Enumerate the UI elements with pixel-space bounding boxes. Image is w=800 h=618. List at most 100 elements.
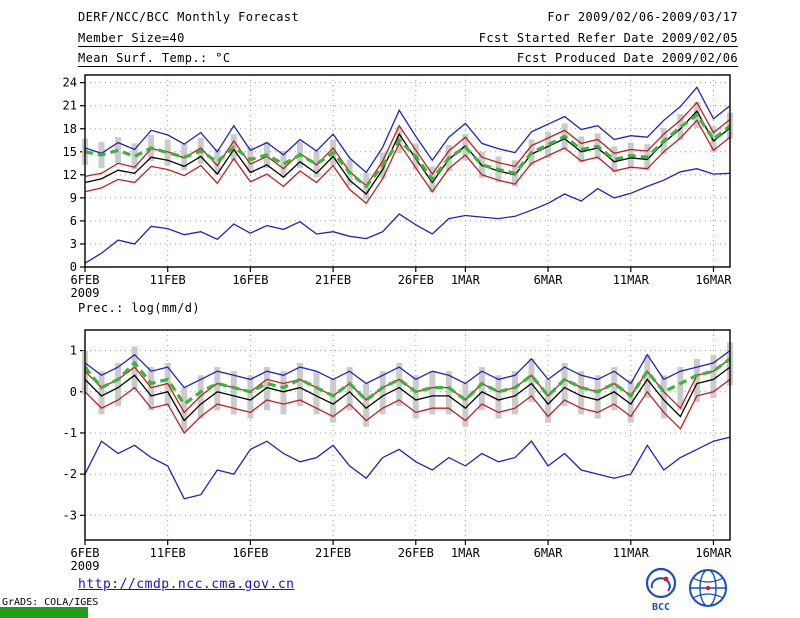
x-tick-sublabel: 2009: [71, 559, 100, 573]
spread-bar: [98, 371, 105, 415]
bcc-logo-swirl: [650, 577, 671, 592]
spread-bar: [727, 112, 733, 139]
spread-bar: [594, 133, 601, 160]
spread-bar: [148, 367, 155, 411]
plot-border: [84, 74, 731, 268]
fcst-produced-label: Fcst Produced Date 2009/02/06: [516, 51, 738, 65]
spread-bar: [445, 144, 452, 171]
y-tick-label: 1: [70, 344, 77, 358]
header-divider-1: [78, 46, 738, 47]
spread-bar: [495, 156, 502, 183]
spread-bar: [214, 367, 221, 411]
x-tick-label: 26FEB: [398, 273, 434, 287]
spread-bar: [528, 358, 535, 403]
y-tick-label: -2: [63, 467, 77, 481]
temp-series-blue-upper: [84, 86, 731, 174]
spread-bar: [545, 379, 552, 423]
ncc-logo-icon: [689, 569, 727, 607]
temp-series-black-mid: [84, 110, 731, 195]
y-tick-label: 3: [70, 237, 77, 251]
y-tick-label: 0: [70, 260, 77, 274]
y-tick-label: -3: [63, 508, 77, 522]
spread-bar: [115, 137, 122, 164]
x-tick-label: 1MAR: [451, 273, 481, 287]
spread-bar: [660, 375, 667, 419]
spread-bar: [181, 387, 188, 431]
spread-bar: [363, 383, 370, 427]
spread-bar: [429, 371, 436, 415]
spread-bar: [131, 143, 138, 170]
x-tick-label: 16FEB: [232, 273, 268, 287]
spread-bar: [247, 375, 254, 419]
temp-series-red-lower: [84, 119, 731, 205]
spread-bar: [677, 367, 684, 411]
temp-series-green-dashed: [84, 112, 732, 189]
spread-bar: [263, 367, 270, 411]
y-tick-label: 15: [63, 145, 77, 159]
spread-bar: [512, 160, 518, 187]
spread-bar: [578, 371, 585, 415]
grads-green-strip: [0, 607, 88, 618]
spread-bar: [82, 138, 88, 165]
prec-series-red-lower: [84, 378, 731, 434]
y-tick-label: 24: [63, 76, 77, 90]
spread-bar: [693, 358, 700, 403]
spread-bar: [396, 127, 403, 154]
header-divider-2: [78, 66, 738, 67]
x-tick-sublabel: 2009: [71, 286, 100, 300]
spread-bar: [280, 371, 287, 415]
spread-bar: [611, 146, 618, 173]
spread-bar: [379, 371, 386, 415]
spread-bar: [528, 139, 535, 166]
spread-bar: [164, 139, 171, 166]
plot-border: [84, 329, 731, 541]
spread-bar: [82, 350, 88, 394]
prec-series-green-dashed: [83, 357, 731, 407]
spread-bar: [263, 141, 270, 168]
spread-bar: [280, 151, 287, 178]
prec-series-blue-lower: [84, 436, 731, 500]
bcc-logo-label: BCC: [652, 602, 670, 613]
source-link[interactable]: http://cmdp.ncc.cma.gov.cn: [78, 577, 295, 592]
spread-bar: [148, 134, 155, 162]
spread-bar: [677, 114, 684, 141]
y-tick-label: 21: [63, 99, 77, 113]
spread-bar: [396, 362, 403, 407]
spread-bar: [561, 362, 568, 407]
spread-bar: [611, 367, 618, 411]
spread-bar: [561, 123, 568, 150]
spread-bar: [164, 362, 171, 407]
x-tick-label: 26FEB: [398, 546, 434, 560]
member-size-label: Member Size=40: [78, 31, 185, 45]
grads-credit: GrADS: COLA/IGES: [2, 597, 99, 608]
spread-bar: [214, 148, 221, 175]
spread-bar: [693, 101, 700, 128]
spread-bar: [297, 362, 303, 407]
ncc-logo-parallels: [692, 577, 724, 599]
spread-bar: [644, 144, 651, 171]
x-tick-label: 6FEB: [71, 273, 100, 287]
x-tick-label: 6MAR: [534, 273, 564, 287]
x-tick-label: 6MAR: [534, 546, 564, 560]
spread-bar: [412, 375, 419, 419]
spread-bar: [230, 371, 237, 415]
page-title: DERF/NCC/BCC Monthly Forecast: [78, 10, 300, 24]
spread-bar: [495, 375, 502, 419]
y-tick-label: 0: [70, 385, 77, 399]
temp-chart-label: Mean Surf. Temp.: °C: [78, 51, 231, 65]
ncc-logo-core: [705, 585, 711, 591]
spread-bar: [230, 134, 237, 161]
prec-series-black-mid: [84, 366, 731, 422]
temp-series-blue-lower: [84, 168, 731, 264]
x-tick-label: 11MAR: [613, 546, 650, 560]
spread-bar: [594, 375, 601, 419]
y-tick-label: 9: [70, 191, 77, 205]
spread-bar: [710, 354, 717, 398]
spread-bar: [313, 371, 320, 415]
x-tick-label: 6FEB: [71, 546, 100, 560]
spread-bar: [379, 152, 386, 179]
forecast-range-label: For 2009/02/06-2009/03/17: [547, 10, 738, 24]
y-tick-label: 6: [70, 214, 77, 228]
